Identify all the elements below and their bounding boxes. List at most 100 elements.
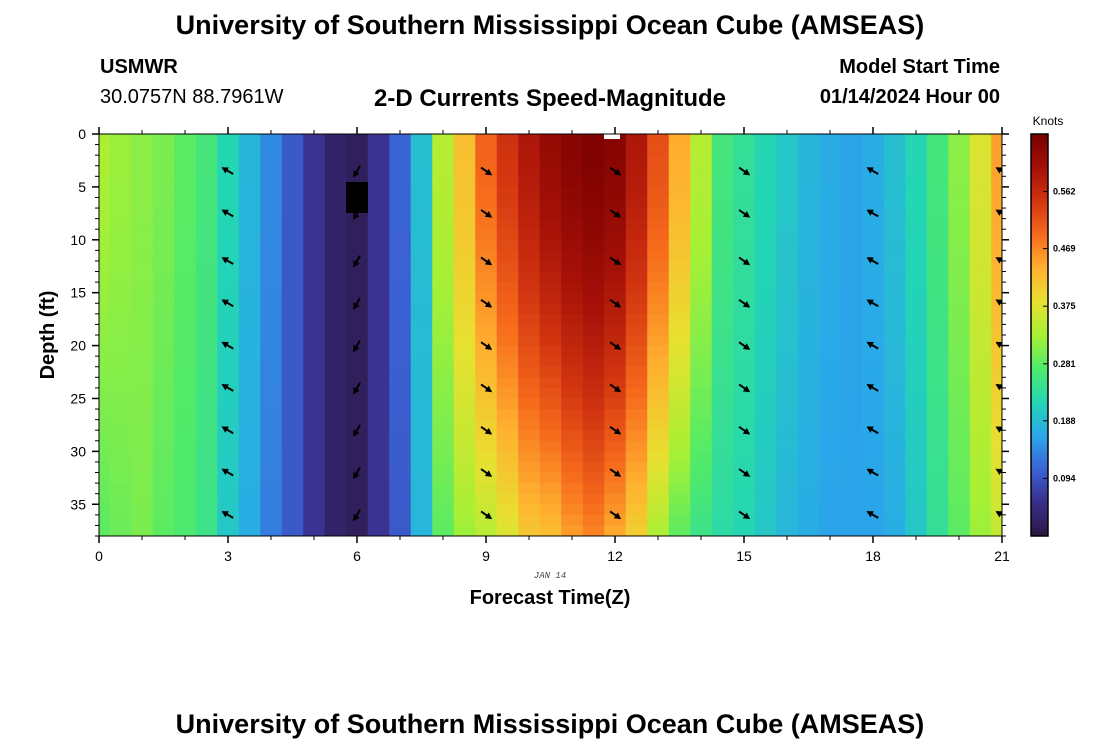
heatmap-cell (840, 313, 863, 326)
heatmap-cell (109, 514, 132, 527)
heatmap-cell (668, 419, 691, 431)
heatmap-cell (174, 335, 197, 347)
heatmap-cell (453, 525, 476, 536)
heatmap-cell (840, 398, 863, 410)
heatmap-cell (647, 155, 670, 167)
heatmap-cell (668, 155, 691, 167)
heatmap-cell (109, 282, 132, 294)
heatmap-cell (539, 398, 562, 410)
heatmap-cell (281, 134, 304, 146)
heatmap-cell (260, 472, 283, 484)
heatmap-cell (303, 292, 326, 304)
heatmap-cell (561, 493, 584, 505)
footer-title: University of Southern Mississippi Ocean… (175, 709, 925, 739)
heatmap-cell (625, 483, 648, 495)
heatmap-cell (668, 239, 691, 251)
heatmap-cell (840, 144, 863, 156)
heatmap-cell (561, 165, 584, 177)
heatmap-cell (862, 197, 885, 209)
heatmap-cell (797, 525, 820, 536)
heatmap-cell (518, 483, 541, 495)
heatmap-cell (776, 335, 799, 347)
heatmap-cell (260, 387, 283, 400)
current-vector-head (995, 426, 1002, 433)
heatmap-cell (625, 409, 648, 421)
heatmap-cell (260, 504, 283, 516)
heatmap-cell (281, 313, 304, 326)
heatmap-cell (131, 398, 154, 410)
heatmap-cell (926, 303, 949, 315)
heatmap-cell (776, 239, 799, 251)
heatmap-cell (604, 366, 627, 378)
heatmap-cell (711, 461, 734, 474)
heatmap-cell (905, 186, 928, 199)
heatmap-cell (969, 229, 992, 241)
heatmap-cell (862, 409, 885, 421)
heatmap-cell (625, 260, 648, 273)
heatmap-cell (948, 165, 971, 177)
heatmap-cell (260, 440, 283, 452)
heatmap-cell (324, 387, 347, 400)
heatmap-cell (99, 356, 111, 368)
heatmap-cell (711, 144, 734, 156)
heatmap-cell (281, 409, 304, 421)
current-vector-head (353, 302, 360, 310)
heatmap-cell (410, 525, 433, 536)
heatmap-cell (410, 260, 433, 273)
heatmap-cell (238, 165, 261, 177)
heatmap-cell (99, 419, 111, 431)
heatmap-cell (131, 134, 154, 146)
heatmap-cell (819, 239, 842, 251)
heatmap-cell (582, 282, 605, 294)
heatmap-cell (367, 461, 390, 474)
heatmap-cell (367, 356, 390, 368)
heatmap-cell (582, 398, 605, 410)
heatmap-cell (260, 165, 283, 177)
heatmap-cell (539, 356, 562, 368)
heatmap-cell (367, 493, 390, 505)
heatmap-cell (346, 483, 369, 495)
heatmap-cell (152, 229, 175, 241)
heatmap-cell (862, 514, 885, 527)
heatmap-cell (819, 504, 842, 516)
heatmap-cell (991, 461, 1002, 474)
heatmap-cell (754, 356, 777, 368)
heatmap-cell (926, 440, 949, 452)
heatmap-cell (174, 377, 197, 389)
heatmap-cell (303, 155, 326, 167)
heatmap-cell (539, 440, 562, 452)
heatmap-cell (260, 239, 283, 251)
heatmap-cell (453, 483, 476, 495)
heatmap-cell (453, 144, 476, 156)
heatmap-cell (754, 292, 777, 304)
heatmap-cell (926, 250, 949, 262)
heatmap-cell (496, 409, 519, 421)
heatmap-cell (582, 409, 605, 421)
heatmap-cell (819, 176, 842, 188)
heatmap-cell (324, 493, 347, 505)
heatmap-cell (518, 292, 541, 304)
heatmap-cell (99, 461, 111, 474)
heatmap-cell (518, 218, 541, 230)
heatmap-cell (238, 239, 261, 251)
heatmap-cell (367, 409, 390, 421)
heatmap-cell (410, 176, 433, 188)
heatmap-cell (539, 303, 562, 315)
heatmap-cell (862, 303, 885, 315)
heatmap-cell (518, 356, 541, 368)
current-vector-head (484, 427, 493, 435)
heatmap-cell (99, 313, 111, 326)
heatmap-cell (711, 356, 734, 368)
heatmap-cell (346, 377, 369, 389)
heatmap-cell (303, 514, 326, 527)
heatmap-cell (561, 229, 584, 241)
heatmap-cell (561, 356, 584, 368)
heatmap-cell (539, 335, 562, 347)
heatmap-cell (99, 324, 111, 336)
heatmap-cell (99, 472, 111, 484)
heatmap-cell (948, 324, 971, 336)
heatmap-cell (819, 493, 842, 505)
heatmap-cell (389, 250, 412, 262)
heatmap-cell (496, 398, 519, 410)
heatmap-cell (625, 144, 648, 156)
